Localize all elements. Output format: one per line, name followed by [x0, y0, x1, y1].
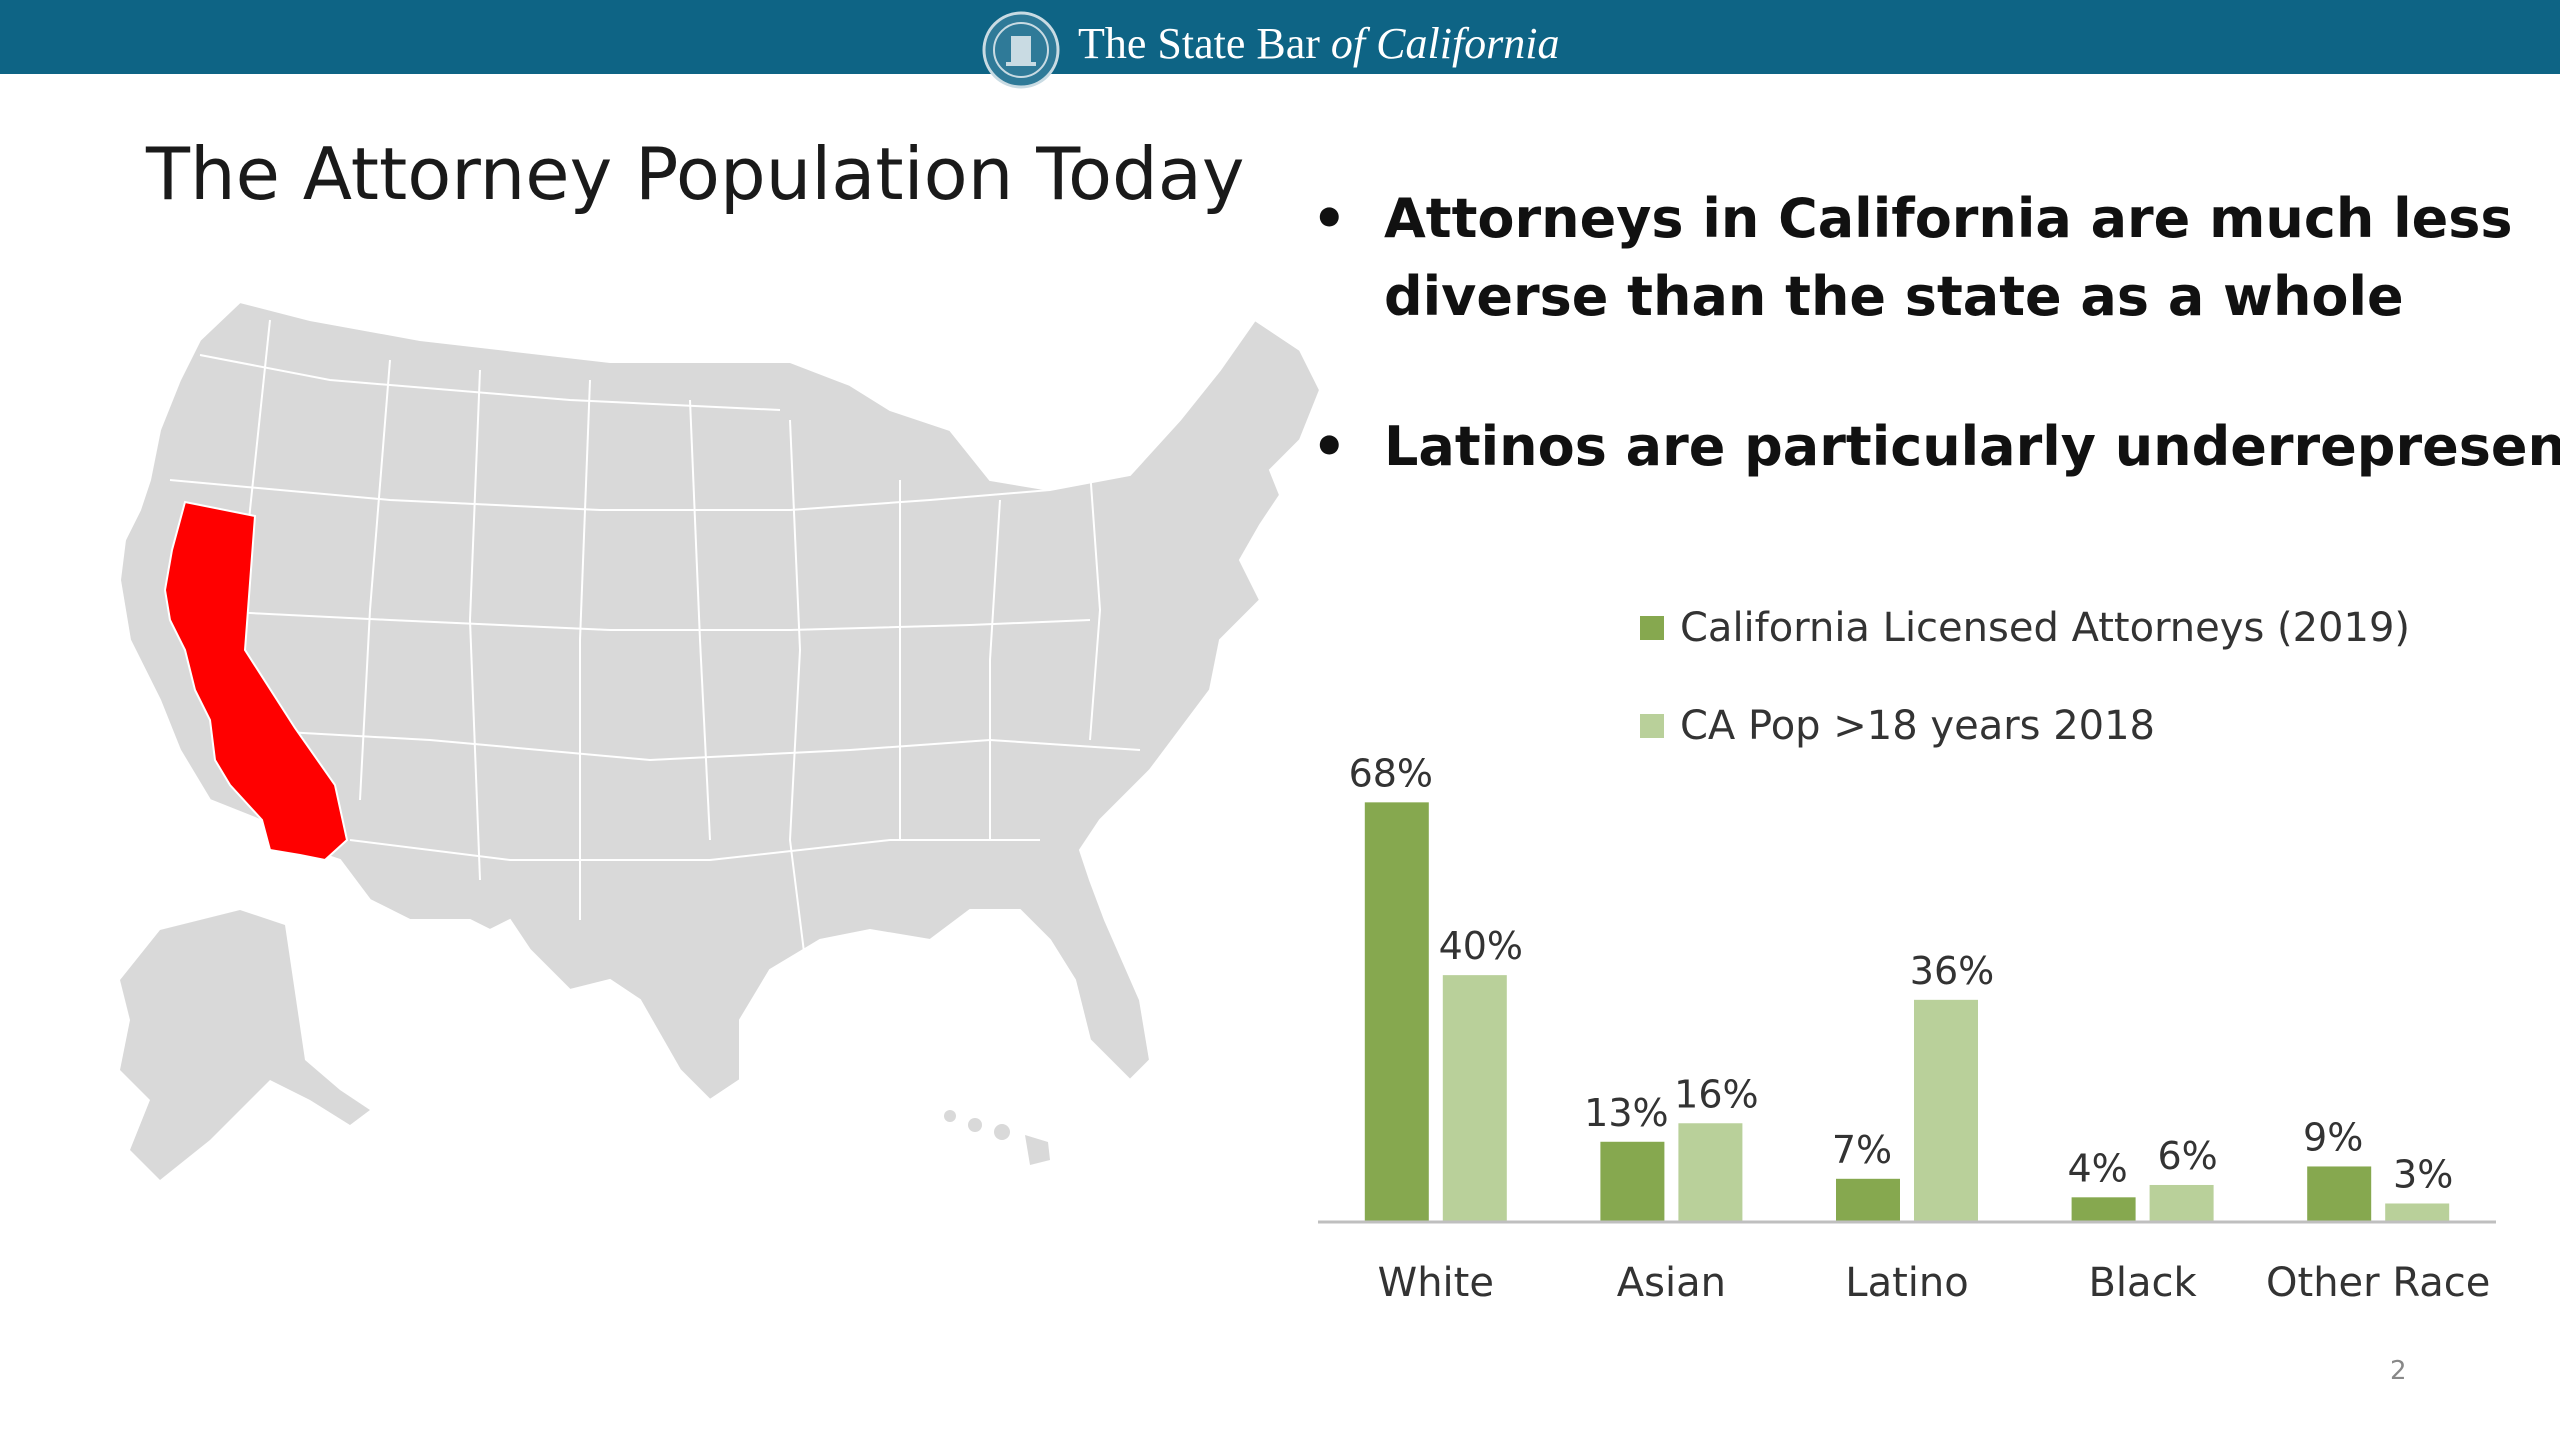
chart-bar	[1364, 802, 1429, 1222]
bullet-item: Latinos are particularly underrepresente…	[1312, 408, 2560, 486]
chart-bar	[1836, 1178, 1900, 1222]
data-label: 16%	[1674, 1072, 1758, 1116]
legend-item: CA Pop >18 years 2018	[1640, 696, 2410, 756]
page-number: 2	[2390, 1356, 2407, 1386]
x-tick-label: Latino	[1845, 1260, 1968, 1306]
legend-swatch	[1640, 714, 1664, 738]
alaska-shape	[120, 910, 370, 1180]
legend-item: California Licensed Attorneys (2019)	[1640, 598, 2410, 658]
hawaii-shape	[944, 1110, 1050, 1165]
data-label: 3%	[2393, 1152, 2453, 1196]
header-bar: The State Bar of California	[0, 0, 2560, 89]
data-label: 6%	[2157, 1134, 2217, 1178]
org-name-prefix: The State Bar	[1078, 19, 1320, 68]
chart-bar	[1442, 975, 1507, 1222]
bullet-item: Attorneys in California are much less di…	[1312, 180, 2514, 336]
chart-bar	[1600, 1141, 1665, 1222]
legend-label: California Licensed Attorneys (2019)	[1680, 605, 2410, 651]
chart-bar	[2149, 1184, 2214, 1222]
data-label: 68%	[1349, 751, 1433, 795]
chart-bar	[1914, 999, 1978, 1222]
org-name: The State Bar of California	[1078, 14, 1560, 74]
chart-bar	[2307, 1166, 2372, 1222]
bullet-list: Attorneys in California are much less di…	[1312, 180, 2560, 486]
state-bar-seal-icon	[982, 11, 1060, 89]
us-contiguous-shape	[118, 300, 1322, 1102]
x-tick-label: White	[1378, 1260, 1494, 1306]
chart-bar	[2071, 1197, 2136, 1222]
legend-swatch	[1640, 616, 1664, 640]
data-label: 13%	[1584, 1091, 1668, 1135]
data-label: 4%	[2067, 1146, 2127, 1190]
bar-chart: 68% 40% White 13% 16% Asian 7% 36% Latino 4% 6% Bla…	[1318, 751, 2496, 1306]
slide-title: The Attorney Population Today	[146, 132, 1245, 216]
x-tick-label: Other Race	[2266, 1260, 2490, 1306]
org-name-suffix: of California	[1330, 19, 1560, 68]
chart-bar	[2385, 1203, 2450, 1222]
data-label: 36%	[1910, 949, 1994, 993]
us-map-icon	[118, 300, 1322, 1180]
data-label: 9%	[2303, 1115, 2363, 1159]
chart-bar	[1678, 1123, 1743, 1222]
x-tick-label: Asian	[1617, 1260, 1726, 1306]
legend-label: CA Pop >18 years 2018	[1680, 703, 2155, 749]
x-tick-label: Black	[2088, 1260, 2197, 1306]
data-label: 7%	[1832, 1128, 1892, 1172]
data-label: 40%	[1439, 924, 1523, 968]
california-shape	[163, 500, 349, 862]
chart-legend: California Licensed Attorneys (2019) CA …	[1640, 598, 2410, 794]
